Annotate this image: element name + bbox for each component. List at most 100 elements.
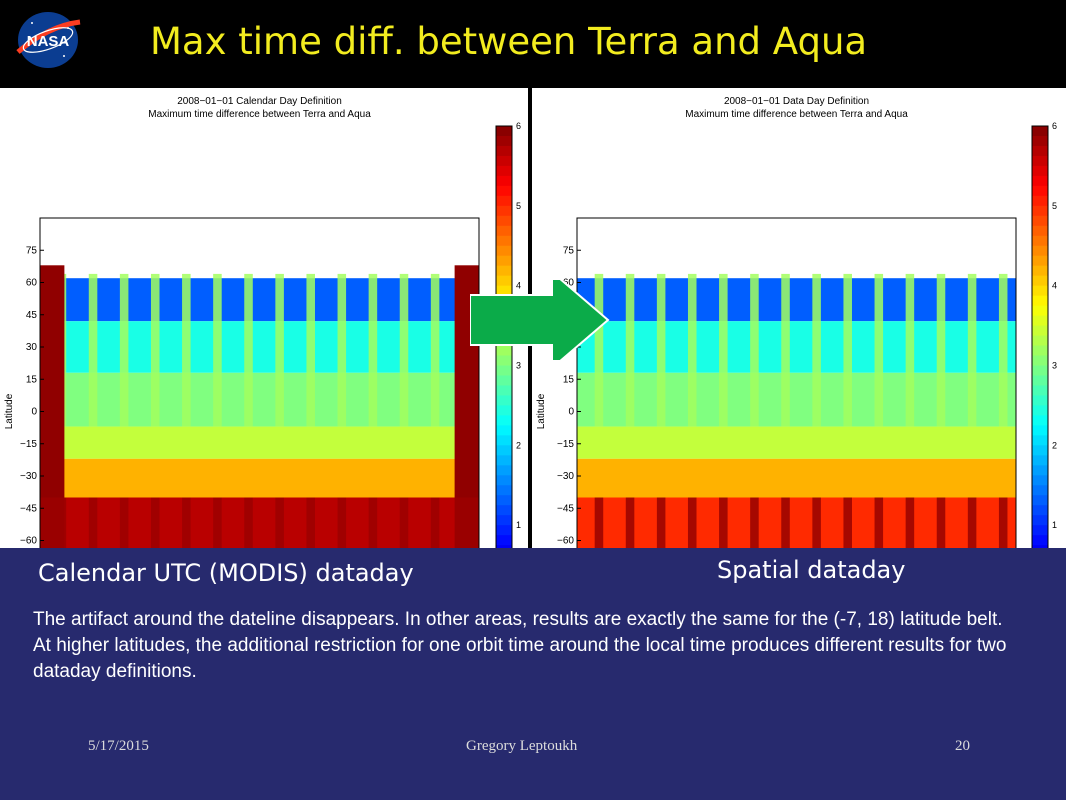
orbit-swath [88,273,98,427]
orbit-swath [750,273,759,427]
right-caption: Spatial dataday [717,556,906,584]
orbit-swath [843,497,852,548]
orbit-swath [430,273,440,427]
colorbar-tick-label: 3 [1052,361,1057,371]
orbit-swath [687,273,697,427]
y-tick-label: 30 [26,342,38,353]
colorbar-tick-label: 6 [1052,121,1057,131]
y-tick-label: −60 [557,536,574,547]
y-tick-label: 15 [563,374,575,385]
orbit-swath [874,273,884,427]
colorbar-tick-label: 5 [516,201,521,211]
calendar-day-plot: 2008−01−01 Calendar Day Definition Maximu… [4,96,521,548]
y-tick-label: 60 [26,278,38,289]
orbit-swath [812,497,821,548]
latitude-band [40,278,479,322]
svg-text:NASA: NASA [27,33,70,50]
latitude-band [577,426,1016,459]
plot-subtitle: Maximum time difference between Terra an… [148,109,371,120]
colorbar-tick-label: 5 [1052,201,1057,211]
orbit-swath [812,273,821,427]
latitude-band [40,426,479,459]
plot-title: 2008−01−01 Calendar Day Definition [177,96,342,107]
body-line: At higher latitudes, the additional rest… [33,635,1007,682]
title-bar: NASA Max time diff. between Terra and Aq… [0,0,1066,90]
orbit-swath [625,273,635,427]
orbit-swath [781,273,790,427]
y-tick-label: 45 [26,310,38,321]
latitude-band [40,321,479,373]
body-line: The artifact around the dateline disappe… [33,609,1003,630]
colorbar-tick-label: 4 [516,281,521,291]
latitude-band [577,321,1016,373]
latitude-band [40,458,479,498]
y-tick-label: −15 [20,439,37,450]
orbit-swath [656,497,666,548]
orbit-swath [687,497,697,548]
orbit-swath [719,273,728,427]
y-tick-label: −60 [20,536,37,547]
colorbar-tick-label: 1 [1052,520,1057,530]
y-tick-label: 15 [26,374,38,385]
y-tick-label: 0 [568,407,574,418]
y-tick-label: −30 [557,471,574,482]
orbit-swath [936,497,946,548]
colorbar [1031,125,1049,548]
y-tick-label: −30 [20,471,37,482]
y-tick-label: 60 [563,278,575,289]
y-axis-label: Latitude [536,393,547,429]
latitude-band [577,372,1016,427]
orbit-swath [656,273,666,427]
nasa-logo: NASA [16,12,81,68]
latitude-band [577,458,1016,498]
colorbar-tick-label: 6 [516,121,521,131]
slide-title: Max time diff. between Terra and Aqua [150,20,868,63]
colorbar [495,125,513,548]
orbit-swath [119,273,129,427]
y-tick-label: −15 [557,439,574,450]
orbit-swath [594,497,604,548]
orbit-swath [150,273,160,427]
orbit-swath [750,497,759,548]
orbit-swath [843,273,852,427]
orbit-swath [967,273,977,427]
footer-author: Gregory Leptoukh [466,738,578,754]
orbit-swath [182,273,191,427]
y-tick-label: 75 [563,245,575,256]
colorbar-tick-label: 2 [516,440,521,450]
colorbar-tick-label: 3 [516,361,521,371]
orbit-swath [719,497,728,548]
latitude-band [40,372,479,427]
plot-title: 2008−01−01 Data Day Definition [724,96,869,107]
orbit-swath [874,497,884,548]
orbit-swath [275,273,284,427]
y-tick-label: 75 [26,245,38,256]
latitude-band [577,278,1016,322]
orbit-swath [998,273,1008,427]
left-caption: Calendar UTC (MODIS) dataday [38,559,414,587]
orbit-swath [625,497,635,548]
y-tick-label: −45 [20,503,37,514]
y-tick-label: 0 [31,407,37,418]
footer-page-number: 20 [955,738,970,754]
orbit-swath [967,497,977,548]
orbit-swath [905,273,915,427]
orbit-swath [368,273,378,427]
latitude-band [577,497,1016,548]
southern-band [40,497,479,548]
orbit-swath [998,497,1008,548]
colorbar-tick-label: 2 [1052,440,1057,450]
heatmap-field [40,218,479,548]
orbit-swath [244,273,253,427]
data-day-plot: 2008−01−01 Data Day Definition Maximum ti… [536,96,1057,548]
plot-subtitle: Maximum time difference between Terra an… [685,109,908,120]
body-text: The artifact around the dateline disappe… [33,607,1043,685]
y-tick-label: −45 [557,503,574,514]
orbit-swath [213,273,222,427]
orbit-swath [936,273,946,427]
colorbar-tick-label: 4 [1052,281,1057,291]
orbit-swath [399,273,409,427]
orbit-swath [594,273,604,427]
footer-date: 5/17/2015 [88,738,149,754]
orbit-swath [781,497,790,548]
